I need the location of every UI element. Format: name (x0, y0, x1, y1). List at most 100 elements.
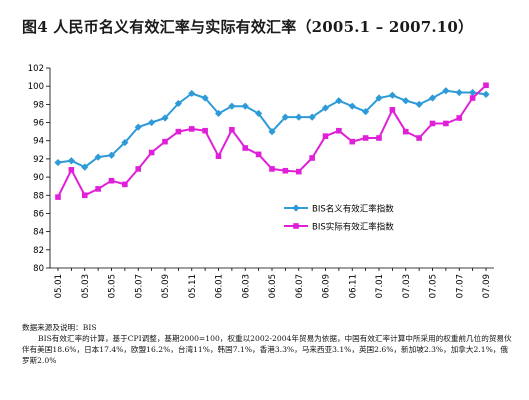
series-0-point (255, 109, 263, 118)
series-0-point (134, 123, 142, 131)
y-tick-label: 96 (33, 119, 44, 129)
series-0-point (415, 100, 423, 108)
series-1-point (202, 127, 208, 134)
legend-label-1: BIS实际有效汇率指数 (312, 222, 394, 233)
series-1-point (295, 168, 302, 175)
series-0-point (214, 109, 223, 118)
series-0-point (469, 88, 477, 97)
series-1-point (108, 177, 115, 184)
series-0-point (268, 128, 276, 136)
x-tick-label: 07.07 (455, 274, 465, 298)
series-1-point (469, 95, 476, 101)
series-1-point (282, 167, 289, 174)
y-tick-label: 82 (33, 246, 44, 256)
series-0-point (428, 94, 437, 102)
series-0-point (321, 104, 330, 112)
series-0-point (148, 118, 156, 127)
series-0-point (402, 97, 410, 105)
x-tick-label: 05.05 (108, 274, 118, 298)
series-1-point (389, 107, 396, 113)
x-tick-label: 05.09 (161, 274, 171, 298)
series-1-point (443, 120, 449, 127)
x-tick-label: 07.05 (429, 274, 439, 298)
series-1-point (135, 166, 142, 172)
y-tick-label: 94 (33, 137, 44, 147)
series-0-point (308, 113, 316, 121)
series-0-point (188, 89, 196, 98)
x-tick-label: 07.01 (375, 274, 385, 298)
series-1-point (483, 82, 489, 89)
y-tick-label: 98 (33, 100, 44, 110)
series-0-point (174, 99, 182, 108)
y-tick-label: 80 (33, 264, 44, 274)
series-1-point (309, 155, 315, 161)
legend-marker-0 (292, 204, 300, 212)
y-tick-label: 86 (33, 209, 44, 219)
figure-title: 图4 人民币名义有效汇率与实际有效汇率（2005.1 – 2007.10） (22, 18, 474, 36)
series-1-point (215, 153, 222, 159)
series-0-point (362, 108, 370, 116)
series-1-point (122, 181, 128, 188)
series-0-point (348, 102, 356, 110)
series-1-point (336, 127, 342, 134)
series-0-point (281, 113, 289, 121)
x-tick-label: 05.07 (134, 274, 144, 298)
series-1-point (269, 166, 275, 172)
series-0-point (94, 153, 102, 161)
legend-label-0: BIS名义有效汇率指数 (312, 204, 394, 215)
series-1-point (362, 135, 369, 141)
series-1-point (68, 167, 75, 173)
series-1-point (148, 149, 155, 156)
y-tick-label: 84 (33, 228, 44, 238)
series-1-point (349, 138, 356, 145)
series-0-point (54, 158, 62, 167)
series-0-point (388, 91, 396, 99)
x-tick-label: 06.05 (268, 274, 278, 298)
series-0-point (107, 151, 116, 159)
series-1-point (456, 115, 463, 121)
line-chart: 80 82 84 86 88 90 92 94 96 98 100 102 05.01 05.03 05.0… (28, 64, 494, 298)
y-tick-label: 92 (33, 155, 44, 165)
series-1-point (188, 126, 195, 132)
x-tick-label: 06.11 (348, 274, 358, 298)
x-tick-label: 05.03 (81, 274, 91, 298)
series-0-point (295, 113, 303, 121)
series-1-point (81, 192, 88, 199)
series-0-point (442, 87, 450, 95)
series-1-point (255, 151, 262, 158)
legend-marker-1 (293, 223, 299, 229)
series-1-point (416, 135, 422, 141)
series-1-point (376, 135, 382, 141)
y-tick-label: 102 (28, 64, 44, 74)
series-1-point (242, 145, 249, 151)
series-1-point (429, 120, 436, 127)
series-0-point (455, 88, 463, 97)
series-1-point (162, 138, 168, 145)
x-tick-label: 06.03 (241, 274, 251, 298)
x-tick-label: 07.09 (482, 274, 492, 298)
series-0-point (228, 102, 236, 110)
source-notes: 数据来源及说明：BIS BIS有效汇率的计算，基于CPI调整，基期2000=10… (22, 322, 512, 366)
notes-method-text: BIS有效汇率的计算，基于CPI调整，基期2000=100，权重以2002-20… (22, 334, 512, 365)
series-1-point (322, 133, 329, 139)
y-tick-label: 90 (33, 173, 44, 183)
series-1-point (175, 128, 182, 135)
y-tick-label: 88 (33, 191, 44, 201)
y-tick-label: 100 (28, 82, 44, 92)
series-0-point (375, 94, 383, 102)
chart-panel: 80 82 84 86 88 90 92 94 96 98 100 102 05.01 05.03 05.0… (22, 58, 508, 316)
notes-source-line: 数据来源及说明：BIS (22, 323, 97, 332)
series-0-point (241, 102, 249, 110)
series-1-point (402, 128, 409, 135)
series-0-point (482, 90, 490, 98)
series-0-point (67, 157, 75, 165)
series-1-point (95, 186, 101, 192)
footer-band (0, 388, 529, 400)
x-tick-label: 05.01 (54, 274, 64, 298)
x-tick-label: 06.07 (295, 274, 305, 298)
series-0-point (335, 97, 343, 105)
x-tick-label: 06.09 (322, 274, 332, 298)
series-1-point (229, 127, 235, 133)
x-tick-label: 06.01 (215, 274, 225, 298)
